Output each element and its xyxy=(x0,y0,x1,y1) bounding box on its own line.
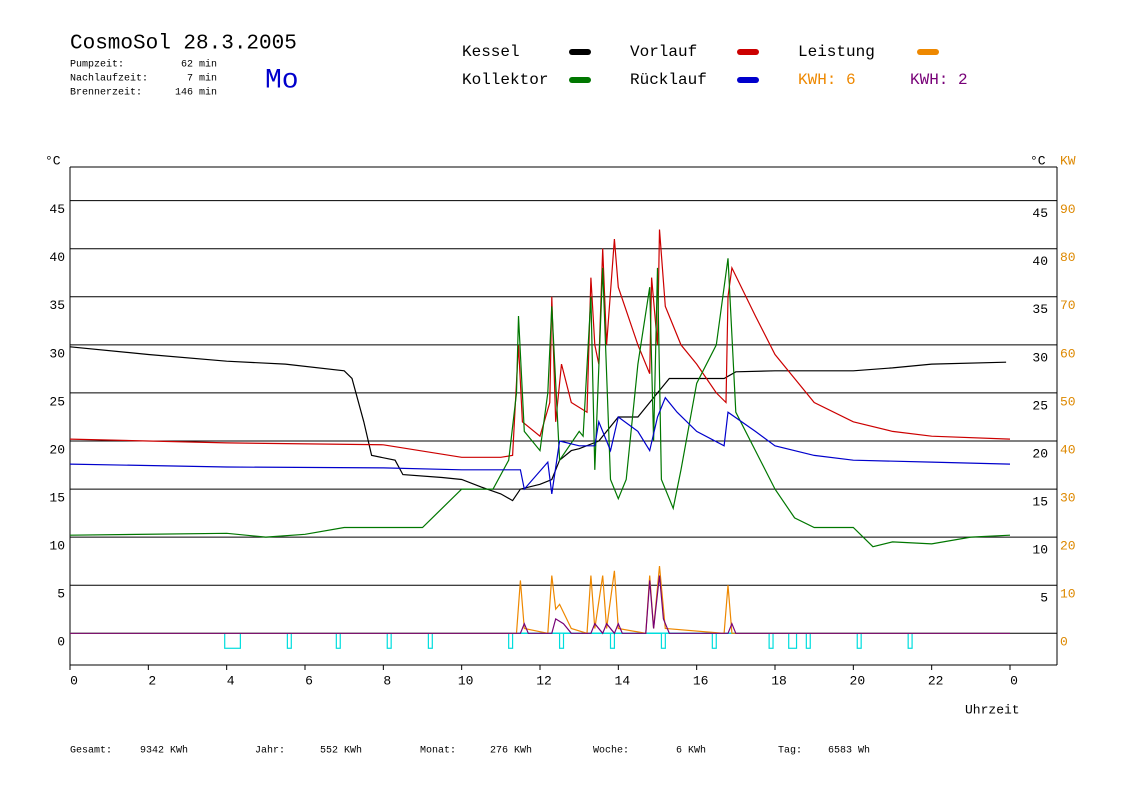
y-tick-label: 20 xyxy=(49,442,65,457)
info-label: Brennerzeit: xyxy=(70,87,142,99)
y-tick-label-right: 5 xyxy=(1040,591,1048,606)
kwh-label: KWH: 6 xyxy=(798,71,856,89)
footer-value: 552 KWh xyxy=(320,745,362,757)
y-tick-label: 40 xyxy=(49,250,65,265)
info-value: 146 min xyxy=(175,87,217,99)
pump-interval xyxy=(224,632,241,649)
pump-interval xyxy=(286,632,292,649)
footer-value: 6 KWh xyxy=(676,745,706,757)
footer-label: Jahr: xyxy=(255,745,285,757)
footer-label: Woche: xyxy=(593,745,629,757)
x-axis-label: Uhrzeit xyxy=(965,702,1020,717)
y-tick-label: 10 xyxy=(49,539,65,554)
y-tick-label-right: 35 xyxy=(1032,302,1048,317)
pump-interval xyxy=(805,632,811,649)
y2-tick-label: 80 xyxy=(1060,250,1076,265)
x-tick-label: 8 xyxy=(383,673,391,688)
x-tick-label: 6 xyxy=(305,673,313,688)
y2-tick-label: 60 xyxy=(1060,346,1076,361)
legend-label: Vorlauf xyxy=(630,43,697,61)
y-tick-label-right: 30 xyxy=(1032,350,1048,365)
legend-label: Rücklauf xyxy=(630,71,707,89)
pump-interval xyxy=(788,632,798,649)
footer-label: Monat: xyxy=(420,746,456,757)
y-unit-right: °C xyxy=(1030,153,1046,168)
pump-interval xyxy=(386,632,392,649)
pump-interval xyxy=(768,632,774,649)
x-tick-label: 12 xyxy=(536,673,552,688)
series-line xyxy=(69,396,1011,494)
pump-interval xyxy=(711,632,717,649)
x-tick-label: 0 xyxy=(70,673,78,688)
x-tick-label: 2 xyxy=(148,673,156,688)
y-tick-label: 30 xyxy=(49,346,65,361)
footer-label: Tag: xyxy=(778,746,802,757)
pump-interval xyxy=(508,632,514,649)
pump-interval xyxy=(907,632,913,649)
y2-tick-label: 90 xyxy=(1060,202,1076,217)
y-tick-label-right: 25 xyxy=(1032,398,1048,413)
y-tick-label-right: 45 xyxy=(1032,206,1048,221)
legend-label: Leistung xyxy=(798,43,875,61)
footer-value: 276 KWh xyxy=(490,745,532,757)
x-tick-label: 10 xyxy=(458,673,474,688)
y-tick-label: 0 xyxy=(57,635,65,650)
info-label: Nachlaufzeit: xyxy=(70,73,148,85)
series-line xyxy=(69,229,1011,458)
footer-value: 9342 KWh xyxy=(140,745,188,757)
pump-interval xyxy=(558,632,565,649)
pump-interval xyxy=(335,632,341,649)
y-tick-label: 45 xyxy=(49,202,65,217)
series-line xyxy=(69,346,1007,502)
y2-tick-label: 50 xyxy=(1060,394,1076,409)
y2-tick-label: 40 xyxy=(1060,442,1076,457)
y-unit: °C xyxy=(45,153,61,168)
y-tick-label-right: 15 xyxy=(1032,495,1048,510)
series-line xyxy=(70,575,1010,635)
y2-tick-label: 0 xyxy=(1060,635,1068,650)
footer-label: Gesamt: xyxy=(70,746,112,757)
series-line xyxy=(69,258,1011,548)
y-tick-label: 5 xyxy=(57,587,65,602)
pump-interval xyxy=(660,632,666,649)
y-tick-label: 35 xyxy=(49,298,65,313)
x-tick-label: 14 xyxy=(615,673,631,688)
chart-title: CosmoSol 28.3.2005 xyxy=(70,33,297,56)
y-tick-label-right: 20 xyxy=(1032,446,1048,461)
x-tick-label: 20 xyxy=(850,673,866,688)
series-line xyxy=(70,565,1010,635)
y-tick-label-right: 40 xyxy=(1032,254,1048,269)
x-tick-label: 18 xyxy=(771,673,787,688)
info-value: 7 min xyxy=(187,73,217,85)
y-tick-label-right: 10 xyxy=(1032,543,1048,558)
y-tick-label: 15 xyxy=(49,491,65,506)
y2-tick-label: 20 xyxy=(1060,539,1076,554)
x-tick-label: 22 xyxy=(928,673,944,688)
y2-tick-label: 70 xyxy=(1060,298,1076,313)
day-label: Mo xyxy=(265,65,299,96)
legend-label: Kessel xyxy=(462,43,520,61)
legend-label: KWH: 2 xyxy=(910,71,968,89)
x-tick-label: 4 xyxy=(227,673,235,688)
info-label: Pumpzeit: xyxy=(70,59,124,71)
y-tick-label: 25 xyxy=(49,394,65,409)
y2-tick-label: 10 xyxy=(1060,587,1076,602)
x-tick-label: 0 xyxy=(1010,673,1018,688)
x-tick-label: 16 xyxy=(693,673,709,688)
pump-interval xyxy=(856,632,862,649)
legend-label: Kollektor xyxy=(462,71,548,89)
info-value: 62 min xyxy=(181,59,217,71)
pump-interval xyxy=(427,632,433,649)
y2-tick-label: 30 xyxy=(1060,491,1076,506)
pump-interval xyxy=(609,632,616,649)
y2-unit: KW xyxy=(1060,153,1076,168)
footer-value: 6583 Wh xyxy=(828,745,870,757)
